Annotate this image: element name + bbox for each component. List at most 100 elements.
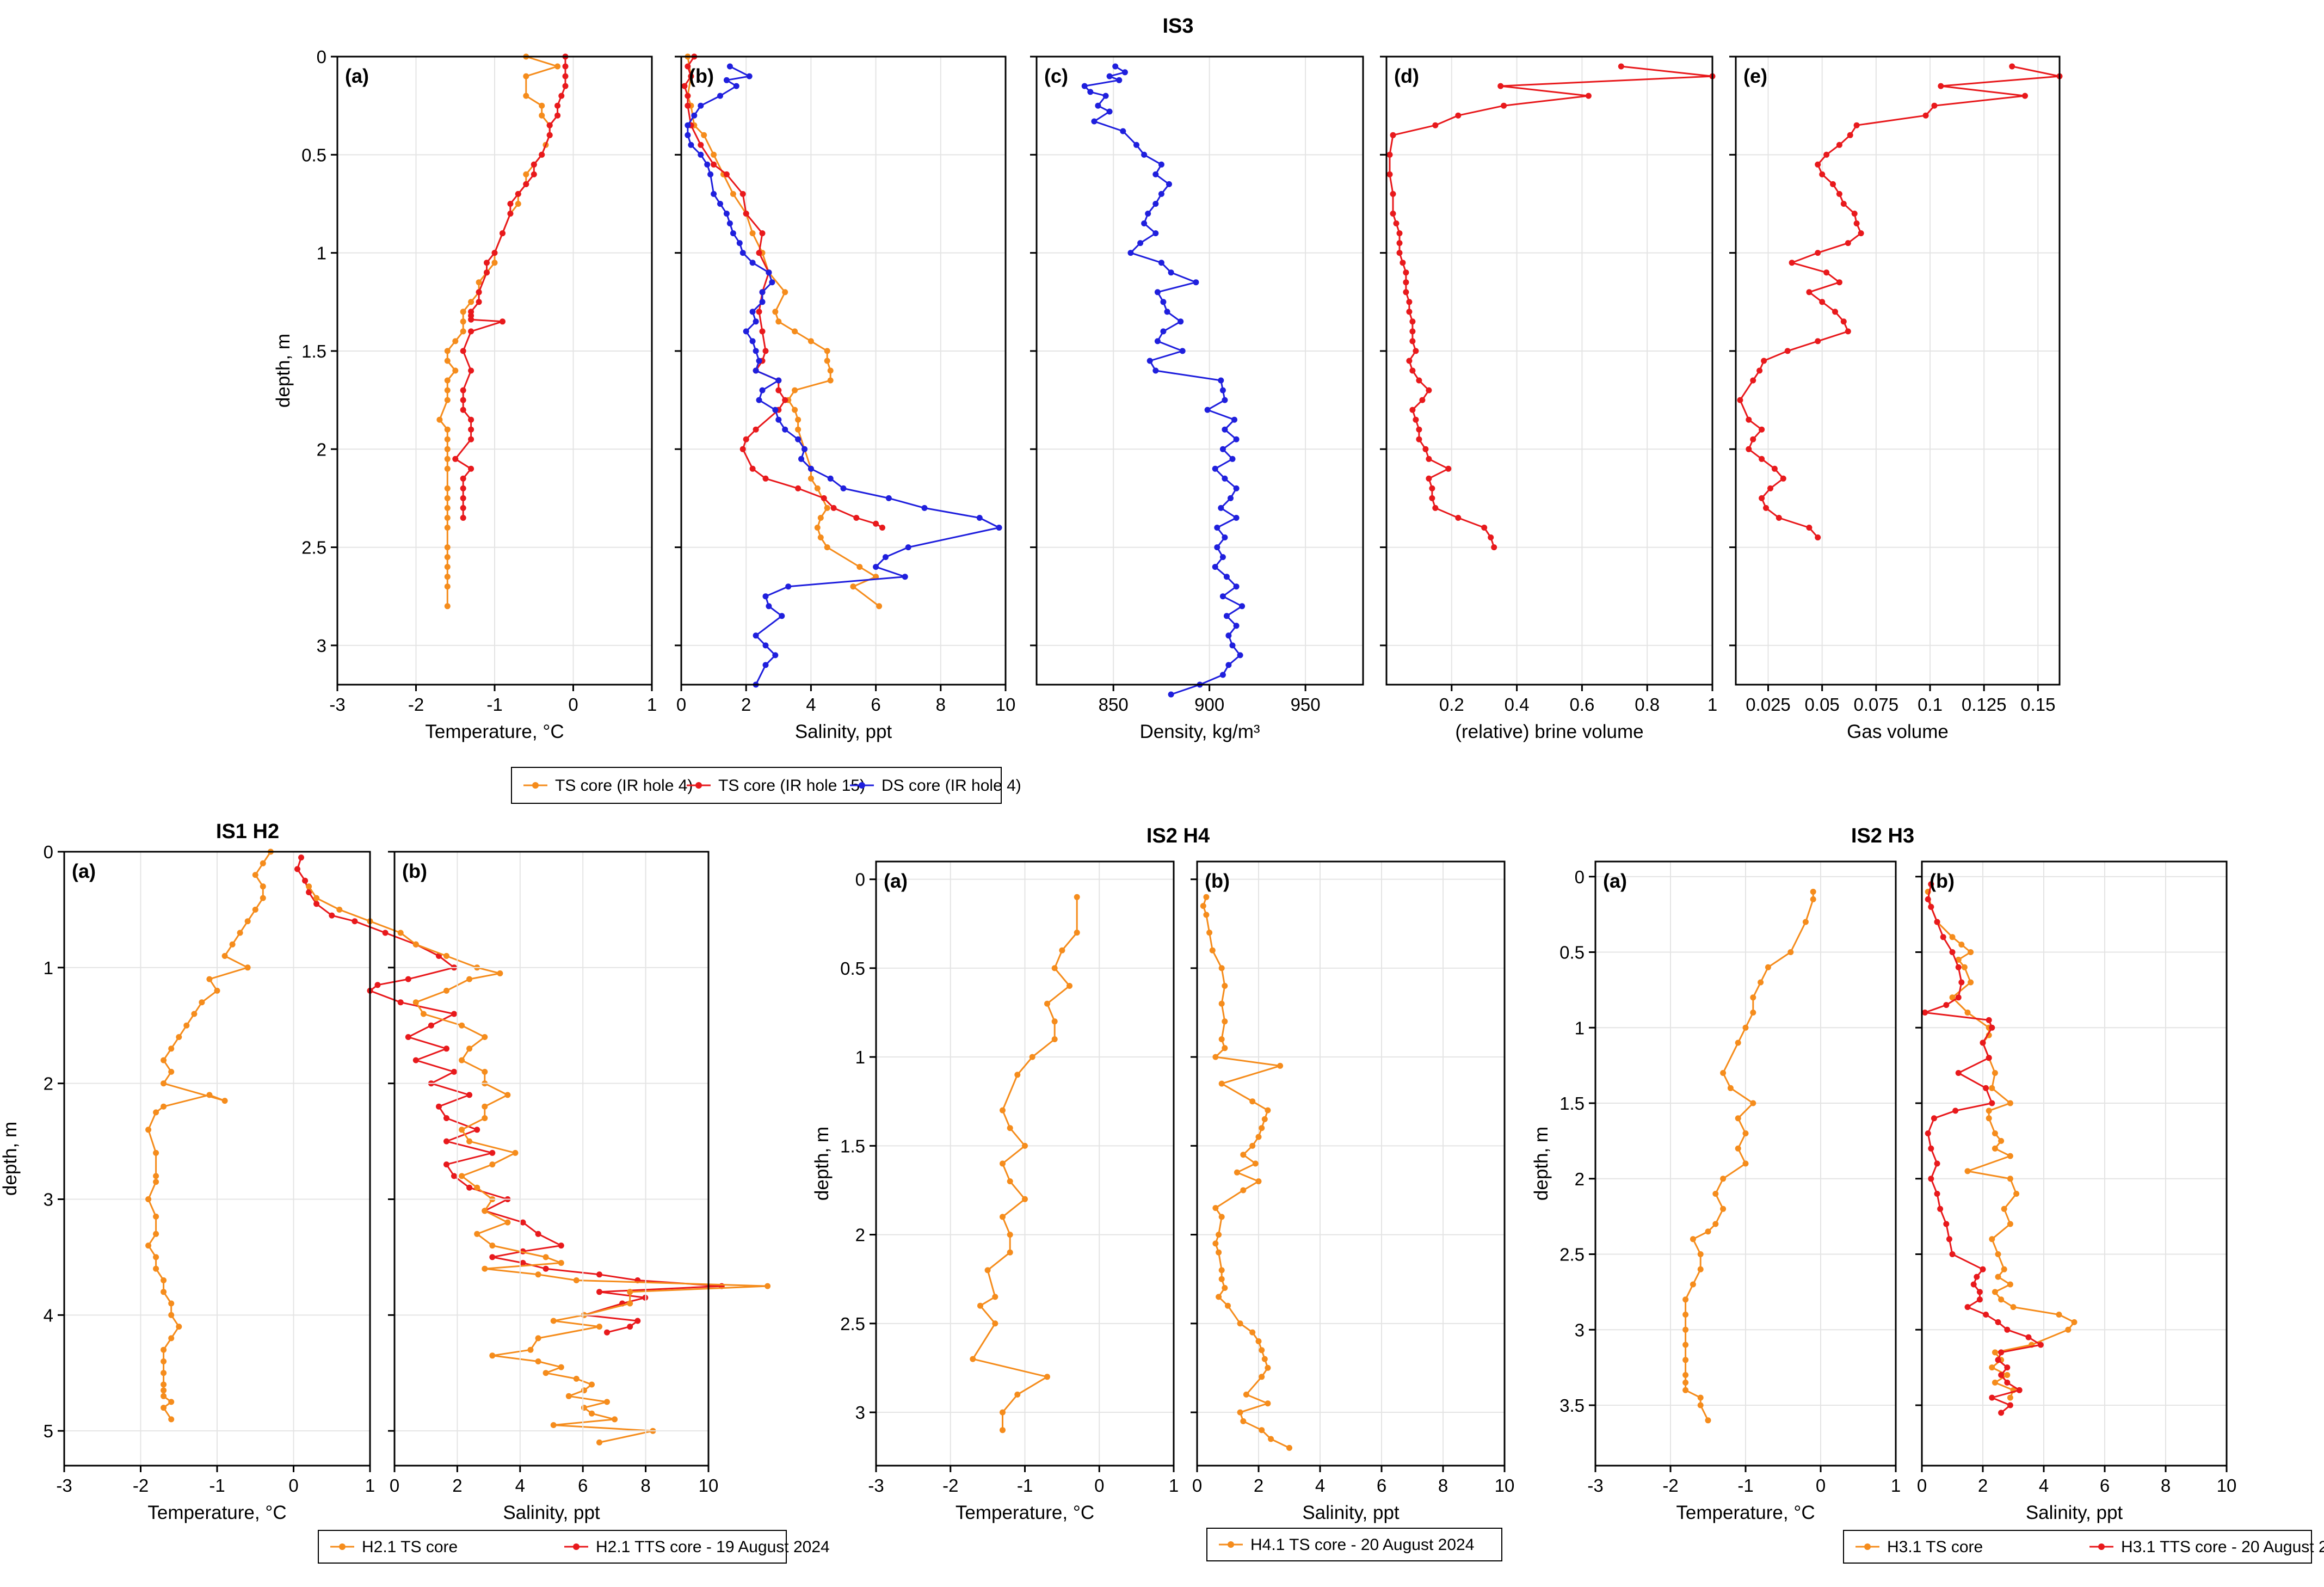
data-point	[1219, 387, 1226, 393]
data-point	[1152, 367, 1159, 374]
data-point	[153, 1173, 159, 1179]
x-tick-label: 0.6	[1569, 694, 1594, 715]
x-tick-label: 0	[1094, 1475, 1104, 1496]
y-tick-label: 4	[44, 1305, 53, 1325]
x-tick-label: 0.15	[2020, 694, 2055, 715]
data-point	[1976, 1289, 1983, 1295]
x-tick-label: -3	[868, 1475, 884, 1496]
plot-frame	[393, 851, 710, 1467]
data-point	[984, 1267, 991, 1274]
data-point	[1998, 1296, 2005, 1303]
data-point	[1014, 1391, 1021, 1398]
panel: 0.025 0.05 0.075 0.1 0.125 0.15 Gas volume (e)	[1729, 56, 2063, 742]
data-point	[153, 1213, 159, 1220]
data-point	[444, 495, 451, 501]
data-point	[2065, 1326, 2072, 1333]
data-point	[2013, 1191, 2020, 1197]
data-point	[775, 416, 782, 423]
data-point	[743, 211, 749, 217]
y-tick-label: 1	[855, 1047, 865, 1067]
data-point	[460, 348, 466, 354]
data-point	[766, 603, 772, 610]
legend-label: DS core (IR hole 4)	[881, 777, 1021, 795]
data-point	[1429, 485, 1435, 491]
data-point	[1091, 118, 1098, 125]
data-point	[1720, 1176, 1727, 1182]
data-point	[206, 976, 213, 982]
data-point	[460, 397, 466, 403]
data-point	[543, 1370, 549, 1376]
data-point	[1455, 112, 1462, 119]
data-point	[298, 854, 304, 861]
y-tick-label: 2	[317, 439, 326, 459]
legend-box	[318, 1530, 787, 1564]
data-point	[2007, 1100, 2013, 1106]
data-point	[1222, 1018, 1228, 1025]
series-line	[1739, 65, 2061, 538]
data-point	[824, 544, 830, 551]
data-point	[244, 964, 251, 971]
data-point	[1225, 662, 1232, 668]
data-point	[484, 260, 490, 266]
x-tick-label: -1	[209, 1475, 225, 1496]
data-point	[1931, 102, 1938, 109]
data-point	[1259, 1427, 1265, 1434]
data-point	[443, 987, 449, 994]
data-point	[1682, 1296, 1689, 1303]
data-point	[1720, 1205, 1727, 1212]
data-point	[1968, 949, 1974, 955]
data-point	[1390, 211, 1396, 217]
data-point	[766, 269, 772, 276]
data-point	[573, 1277, 580, 1283]
data-point	[1396, 250, 1403, 256]
data-point	[1239, 603, 1246, 610]
data-point	[1761, 358, 1767, 364]
data-point	[1974, 1274, 1980, 1280]
x-tick-label: 0	[1192, 1475, 1202, 1496]
data-point	[468, 316, 474, 323]
data-point	[1928, 1176, 1934, 1182]
data-point	[1961, 964, 1968, 970]
data-point	[1141, 220, 1148, 226]
data-point	[153, 1109, 159, 1116]
data-point	[436, 416, 443, 423]
data-point	[1249, 1329, 1256, 1336]
data-point	[1964, 1168, 1971, 1174]
data-point	[1810, 889, 1816, 895]
x-tick-label: 8	[2161, 1475, 2171, 1496]
data-point	[520, 1219, 526, 1226]
data-point	[1810, 896, 1816, 902]
x-axis-label: Salinity, ppt	[1302, 1502, 1400, 1523]
panel-label: (a)	[72, 860, 96, 882]
data-point	[1240, 1152, 1247, 1158]
data-point	[1390, 132, 1396, 138]
data-point	[168, 1416, 175, 1423]
data-point	[206, 1092, 213, 1098]
data-point	[436, 1103, 442, 1110]
data-point	[2007, 1176, 2013, 1182]
legend-label: H3.1 TTS core - 20 August 2024	[2121, 1538, 2324, 1556]
legend-marker	[695, 782, 702, 789]
data-point	[1000, 1160, 1006, 1167]
data-point	[444, 446, 451, 452]
x-tick-label: -2	[1662, 1475, 1678, 1496]
data-point	[474, 1184, 480, 1191]
x-tick-label: 0.1	[1918, 694, 1943, 715]
data-point	[1925, 896, 1931, 902]
y-axis-label: depth, m	[273, 334, 294, 408]
data-point	[161, 1393, 167, 1399]
y-tick-label: 1	[1575, 1018, 1585, 1038]
data-point	[1152, 230, 1159, 237]
data-point	[1229, 456, 1236, 462]
data-point	[451, 1011, 457, 1017]
x-tick-label: 0.2	[1439, 694, 1464, 715]
data-point	[1958, 942, 1965, 948]
data-point	[1682, 1312, 1689, 1318]
data-point	[730, 230, 736, 237]
data-point	[459, 1127, 465, 1133]
data-point	[444, 358, 451, 364]
plot-frame	[1921, 860, 2228, 1467]
data-point	[1051, 1036, 1058, 1042]
data-point	[558, 93, 565, 99]
group-title: IS2 H3	[1851, 825, 1914, 847]
